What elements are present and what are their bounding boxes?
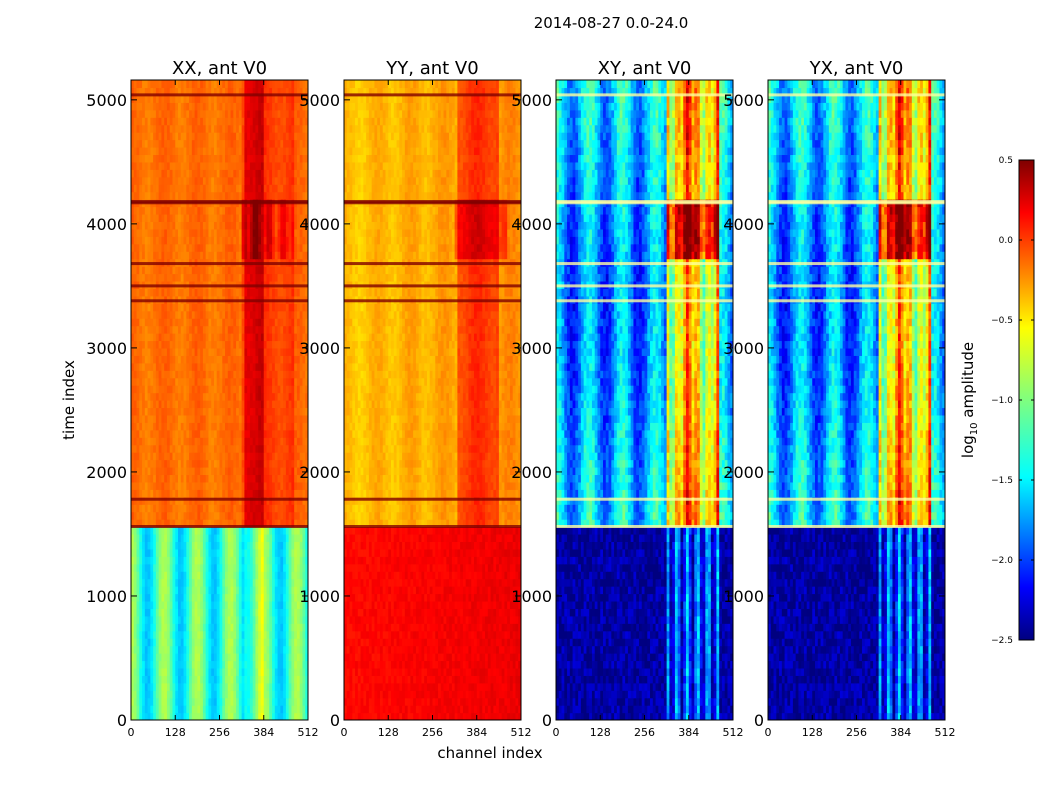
y-tick-label: 4000	[723, 215, 764, 234]
x-tick-label: 384	[890, 726, 911, 739]
y-tick-label: 0	[542, 711, 552, 730]
y-tick-label: 1000	[511, 587, 552, 606]
y-tick-label: 5000	[723, 91, 764, 110]
y-tick-label: 1000	[723, 587, 764, 606]
colorbar-tick-label: −2.5	[991, 636, 1013, 646]
x-tick-label: 128	[802, 726, 823, 739]
y-tick-label: 1000	[86, 587, 127, 606]
heatmap-image-xx	[131, 80, 308, 720]
colorbar-tick-label: 0.0	[999, 236, 1014, 246]
y-tick-label: 2000	[86, 463, 127, 482]
colorbar-tick-label: −1.5	[991, 476, 1013, 486]
y-tick-label: 5000	[511, 91, 552, 110]
colorbar-tick-label: −0.5	[991, 316, 1013, 326]
heatmap-image-yx	[768, 80, 945, 720]
x-tick-label: 512	[723, 726, 744, 739]
y-tick-label: 5000	[86, 91, 127, 110]
panel-title-yy: YY, ant V0	[385, 58, 478, 79]
x-tick-label: 0	[128, 726, 135, 739]
x-tick-label: 128	[590, 726, 611, 739]
y-tick-label: 0	[117, 711, 127, 730]
y-axis-label: time index	[60, 360, 78, 440]
y-tick-label: 3000	[86, 339, 127, 358]
x-tick-label: 256	[634, 726, 655, 739]
y-tick-label: 2000	[299, 463, 340, 482]
x-tick-label: 384	[678, 726, 699, 739]
x-tick-label: 256	[422, 726, 443, 739]
colorbar-tick-label: −2.0	[991, 556, 1013, 566]
x-tick-label: 0	[553, 726, 560, 739]
y-tick-label: 4000	[86, 215, 127, 234]
x-tick-label: 384	[466, 726, 487, 739]
panel-yx: YX, ant V0 0 128 256 384 512 0 1000 2000 3000 4000…	[723, 58, 955, 739]
x-tick-label: 512	[298, 726, 319, 739]
y-tick-label: 2000	[511, 463, 552, 482]
panel-xy: XY, ant V0 0 128 256 384 512 0 1000 2000 3000 4000…	[511, 58, 743, 739]
y-tick-label: 3000	[511, 339, 552, 358]
panel-title-xx: XX, ant V0	[172, 58, 267, 79]
x-tick-label: 384	[253, 726, 274, 739]
panel-title-yx: YX, ant V0	[809, 58, 904, 79]
x-tick-label: 512	[511, 726, 532, 739]
panel-yy: YY, ant V0 0 128 256 384 512 0 1000 2000 3000 4000…	[299, 58, 531, 739]
colorbar-ticks: 0.5 0.0 −0.5 −1.0 −1.5 −2.0 −2.5	[991, 156, 1034, 646]
heatmap-image-xy	[556, 80, 733, 720]
y-tick-label: 4000	[299, 215, 340, 234]
colorbar: 0.5 0.0 −0.5 −1.0 −1.5 −2.0 −2.5 log10 amplitu…	[959, 156, 1035, 646]
y-tick-label: 5000	[299, 91, 340, 110]
x-axis-label: channel index	[437, 744, 542, 762]
heatmap-image-yy	[344, 80, 521, 720]
colorbar-tick-label: 0.5	[999, 156, 1013, 166]
heatmap-panels: XX, ant V0 0 128 256 384 512 0 1000 2000 3000 4000…	[86, 58, 955, 739]
y-tick-label: 4000	[511, 215, 552, 234]
y-tick-label: 2000	[723, 463, 764, 482]
x-tick-label: 128	[378, 726, 399, 739]
y-tick-label: 0	[330, 711, 340, 730]
x-tick-label: 0	[341, 726, 348, 739]
x-tick-label: 0	[765, 726, 772, 739]
colorbar-label: log10 amplitude	[959, 342, 980, 458]
figure-title: 2014-08-27 0.0-24.0	[534, 14, 689, 32]
y-tick-label: 3000	[723, 339, 764, 358]
x-tick-label: 256	[846, 726, 867, 739]
colorbar-tick-label: −1.0	[991, 396, 1013, 406]
y-tick-label: 0	[754, 711, 764, 730]
y-tick-label: 3000	[299, 339, 340, 358]
x-tick-label: 128	[165, 726, 186, 739]
panel-title-xy: XY, ant V0	[598, 58, 692, 79]
panel-xx: XX, ant V0 0 128 256 384 512 0 1000 2000 3000 4000…	[86, 58, 318, 739]
x-tick-label: 256	[209, 726, 230, 739]
y-tick-label: 1000	[299, 587, 340, 606]
x-tick-label: 512	[935, 726, 956, 739]
